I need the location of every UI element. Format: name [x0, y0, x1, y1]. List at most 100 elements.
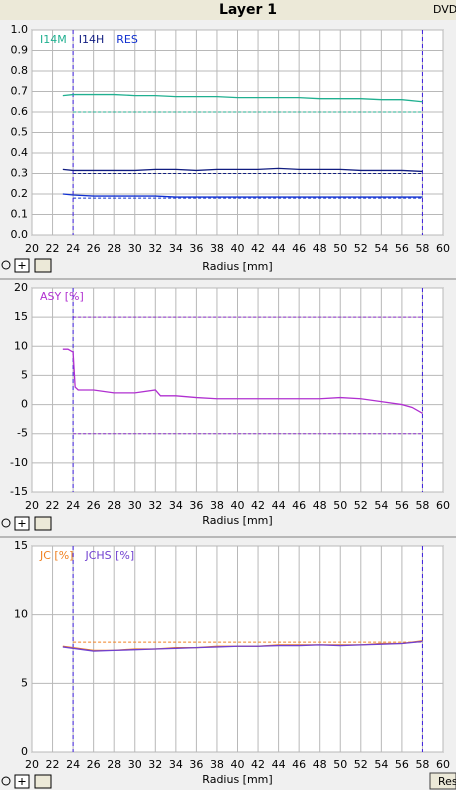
legend-entry: I14H — [79, 33, 105, 46]
x-tick-label: 54 — [374, 758, 388, 771]
chart-panel: -15 -10 -5 0 5 10 15 20 20 22 24 26 28 30 32 34 36 38 40 42… — [10, 281, 450, 527]
x-tick-label: 48 — [313, 242, 327, 255]
x-tick-label: 36 — [189, 758, 203, 771]
x-tick-label: 42 — [251, 242, 265, 255]
y-tick-label: 0.0 — [11, 228, 29, 241]
x-tick-label: 44 — [272, 242, 286, 255]
y-tick-label: 5 — [21, 676, 28, 689]
x-tick-label: 22 — [46, 499, 60, 512]
x-tick-label: 40 — [231, 758, 245, 771]
y-tick-label: 0.4 — [11, 146, 29, 159]
x-tick-label: 46 — [292, 242, 306, 255]
x-tick-label: 40 — [231, 242, 245, 255]
chart-panel: 0.0 0.1 0.2 0.3 0.4 0.5 0.6 0.7 0.8 0.9 1.0 20 22 24 2… — [11, 23, 451, 273]
y-tick-label: 0.9 — [11, 44, 29, 57]
y-tick-label: -5 — [17, 427, 28, 440]
legend-entry: JC [%] — [39, 549, 73, 562]
x-tick-label: 22 — [46, 242, 60, 255]
zoom-tool[interactable] — [1, 518, 11, 528]
x-tick-label: 36 — [189, 242, 203, 255]
x-tick-label: 30 — [128, 758, 142, 771]
x-tick-label: 56 — [395, 499, 409, 512]
x-tick-label: 32 — [148, 758, 162, 771]
x-tick-label: 50 — [333, 499, 347, 512]
x-tick-label: 26 — [87, 242, 101, 255]
x-tick-label: 32 — [148, 499, 162, 512]
toolbar — [1, 258, 52, 789]
y-tick-label: 1.0 — [11, 23, 29, 36]
tab-label[interactable]: DVD — [433, 3, 456, 16]
y-tick-label: 15 — [14, 310, 28, 323]
x-tick-label: 50 — [333, 242, 347, 255]
x-tick-label: 60 — [436, 242, 450, 255]
x-tick-label: 22 — [46, 758, 60, 771]
x-tick-label: 26 — [87, 499, 101, 512]
layer-title: Layer 1 — [219, 2, 277, 18]
x-tick-label: 24 — [66, 499, 80, 512]
x-tick-label: 58 — [415, 758, 429, 771]
pan-tool[interactable] — [34, 258, 52, 273]
x-axis-label: Radius [mm] — [202, 514, 272, 527]
x-tick-label: 20 — [25, 499, 39, 512]
res-button[interactable] — [429, 772, 456, 790]
y-tick-label: 0.3 — [11, 167, 29, 180]
x-tick-label: 38 — [210, 758, 224, 771]
x-tick-label: 46 — [292, 758, 306, 771]
y-tick-label: 10 — [14, 608, 28, 621]
legend-entry: I14M — [40, 33, 67, 46]
pan-tool[interactable] — [34, 774, 52, 789]
x-tick-label: 48 — [313, 499, 327, 512]
legend-entry: RES — [116, 33, 138, 46]
y-tick-label: 5 — [21, 368, 28, 381]
x-tick-label: 44 — [272, 499, 286, 512]
data-line — [62, 167, 423, 173]
x-tick-label: 26 — [87, 758, 101, 771]
x-tick-label: 46 — [292, 499, 306, 512]
x-tick-label: 30 — [128, 499, 142, 512]
x-tick-label: 40 — [231, 499, 245, 512]
zoom-tool[interactable] — [1, 776, 11, 786]
y-tick-label: 0.1 — [11, 208, 29, 221]
data-line — [62, 193, 423, 198]
x-tick-label: 38 — [210, 242, 224, 255]
y-tick-label: 0.6 — [11, 105, 29, 118]
y-tick-label: 0.8 — [11, 64, 29, 77]
title-bar — [0, 0, 456, 20]
x-axis-label: Radius [mm] — [202, 260, 272, 273]
x-tick-label: 36 — [189, 499, 203, 512]
x-tick-label: 28 — [107, 758, 121, 771]
x-tick-label: 34 — [169, 758, 183, 771]
y-tick-label: 0 — [21, 398, 28, 411]
data-line — [62, 640, 423, 652]
x-tick-label: 60 — [436, 499, 450, 512]
x-tick-label: 30 — [128, 242, 142, 255]
x-tick-label: 28 — [107, 242, 121, 255]
y-tick-label: 0.2 — [11, 187, 29, 200]
x-tick-label: 54 — [374, 242, 388, 255]
y-tick-label: -10 — [10, 456, 28, 469]
x-tick-label: 52 — [354, 758, 368, 771]
x-tick-label: 52 — [354, 242, 368, 255]
x-tick-label: 44 — [272, 758, 286, 771]
y-tick-label: -15 — [10, 485, 28, 498]
pan-tool[interactable] — [34, 516, 52, 531]
x-tick-label: 58 — [415, 499, 429, 512]
x-tick-label: 34 — [169, 499, 183, 512]
data-line — [62, 93, 423, 103]
legend-entry: ASY [%] — [40, 290, 84, 303]
chart-panel: 0 5 10 15 20 22 24 26 28 30 32 34 36 38 40 42 44 46 48 50 52… — [14, 539, 450, 786]
x-tick-label: 42 — [251, 758, 265, 771]
x-tick-label: 50 — [333, 758, 347, 771]
x-tick-label: 56 — [395, 242, 409, 255]
res-button-label[interactable]: Res — [438, 775, 456, 788]
x-tick-label: 60 — [436, 758, 450, 771]
y-tick-label: 15 — [14, 539, 28, 552]
y-tick-label: 20 — [14, 281, 28, 294]
y-tick-label: 0 — [21, 745, 28, 758]
x-tick-label: 52 — [354, 499, 368, 512]
zoom-tool[interactable] — [1, 260, 11, 270]
x-tick-label: 32 — [148, 242, 162, 255]
x-tick-label: 28 — [107, 499, 121, 512]
data-line — [62, 348, 423, 414]
x-tick-label: 20 — [25, 242, 39, 255]
